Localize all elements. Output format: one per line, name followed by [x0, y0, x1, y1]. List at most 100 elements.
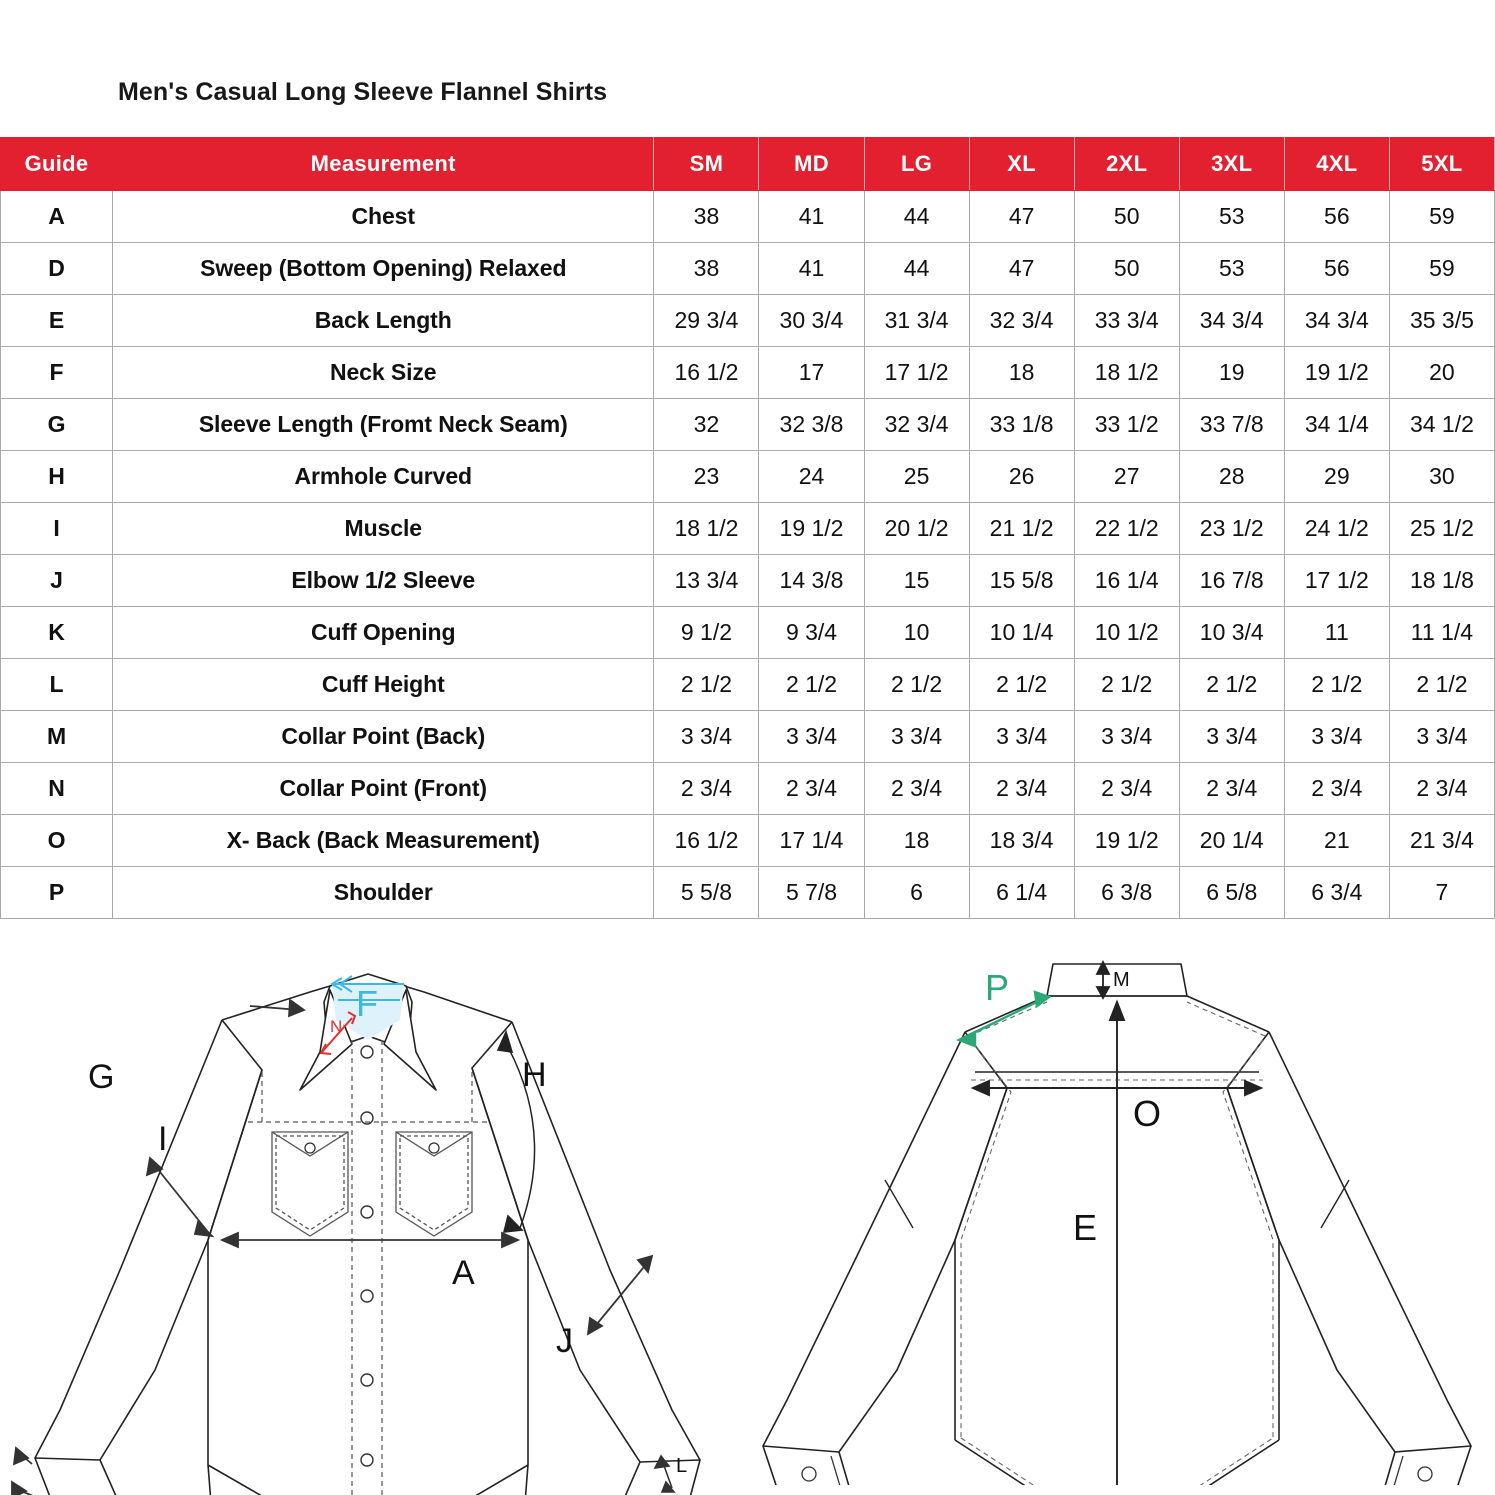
measurement-value-cell: 2 1/2 [863, 658, 970, 711]
measurement-value-cell: 24 [758, 450, 865, 503]
j-measure-arrow [586, 1254, 654, 1336]
measurement-value-cell: 2 3/4 [1283, 762, 1390, 815]
measurement-value-cell: 33 1/2 [1073, 398, 1180, 451]
l-measure-arrow [653, 1454, 676, 1493]
collar-neck-fill [332, 984, 404, 1040]
measurement-value-cell: 9 3/4 [758, 606, 865, 659]
measurement-value-cell: 3 3/4 [1283, 710, 1390, 763]
measurement-value-cell: 17 [758, 346, 865, 399]
table-row: A Chest 38 41 44 47 50 53 56 59 [0, 190, 1495, 243]
i-measure-arrow [145, 1156, 215, 1238]
measurement-value-cell: 53 [1178, 190, 1285, 243]
column-header-lg: LG [863, 137, 970, 191]
guide-letter-cell: F [0, 346, 114, 399]
measurement-value-cell: 34 1/2 [1388, 398, 1495, 451]
measurement-value-cell: 31 3/4 [863, 294, 970, 347]
measurement-value-cell: 15 5/8 [968, 554, 1075, 607]
back-label-p: P [985, 967, 1009, 1008]
front-label-f: F [356, 983, 378, 1024]
front-label-n: N [330, 1017, 342, 1036]
front-label-h: H [522, 1056, 547, 1094]
measurement-value-cell: 13 3/4 [653, 554, 760, 607]
front-label-l: L [676, 1455, 687, 1477]
measurement-value-cell: 19 [1178, 346, 1285, 399]
measurement-value-cell: 23 1/2 [1178, 502, 1285, 555]
measurement-diagrams: G I K F N H A J L D [0, 930, 1495, 1495]
front-label-g: G [88, 1058, 114, 1096]
measurement-value-cell: 2 3/4 [863, 762, 970, 815]
measurement-value-cell: 25 [863, 450, 970, 503]
measurement-value-cell: 33 7/8 [1178, 398, 1285, 451]
measurement-name-cell: Neck Size [112, 346, 655, 399]
measurement-value-cell: 10 [863, 606, 970, 659]
measurement-value-cell: 41 [758, 242, 865, 295]
cuff-button-right [1417, 1466, 1433, 1482]
measurement-value-cell: 18 [968, 346, 1075, 399]
guide-letter-cell: K [0, 606, 114, 659]
measurement-value-cell: 2 1/2 [758, 658, 865, 711]
measurement-value-cell: 20 [1388, 346, 1495, 399]
measurement-value-cell: 5 5/8 [653, 866, 760, 919]
measurement-name-cell: Collar Point (Front) [112, 762, 655, 815]
measurement-value-cell: 5 7/8 [758, 866, 865, 919]
k-measure-arrow [11, 1446, 34, 1495]
size-chart-table: Guide Measurement SM MD LG XL 2XL 3XL 4X… [0, 137, 1495, 919]
measurement-value-cell: 3 3/4 [653, 710, 760, 763]
p-measure-arrow [956, 990, 1052, 1048]
measurement-value-cell: 18 1/2 [653, 502, 760, 555]
measurement-value-cell: 16 1/2 [653, 346, 760, 399]
table-row: I Muscle 18 1/2 19 1/2 20 1/2 21 1/2 22 1/2 23 … [0, 502, 1495, 555]
measurement-value-cell: 30 3/4 [758, 294, 865, 347]
measurement-value-cell: 53 [1178, 242, 1285, 295]
guide-letter-cell: G [0, 398, 114, 451]
measurement-value-cell: 26 [968, 450, 1075, 503]
measurement-value-cell: 33 3/4 [1073, 294, 1180, 347]
guide-letter-cell: H [0, 450, 114, 503]
measurement-value-cell: 19 1/2 [758, 502, 865, 555]
measurement-value-cell: 50 [1073, 242, 1180, 295]
f-measure-arrow [330, 975, 404, 1001]
measurement-value-cell: 34 3/4 [1178, 294, 1285, 347]
n-measure-arrow [319, 1011, 357, 1055]
measurement-value-cell: 14 3/8 [758, 554, 865, 607]
measurement-value-cell: 38 [653, 242, 760, 295]
measurement-value-cell: 6 3/8 [1073, 866, 1180, 919]
measurement-name-cell: Sleeve Length (Fromt Neck Seam) [112, 398, 655, 451]
measurement-value-cell: 21 3/4 [1388, 814, 1495, 867]
measurement-value-cell: 35 3/5 [1388, 294, 1495, 347]
table-row: D Sweep (Bottom Opening) Relaxed 38 41 44 47 5… [0, 242, 1495, 295]
measurement-name-cell: Armhole Curved [112, 450, 655, 503]
cuff-button-left [801, 1466, 817, 1482]
table-row: N Collar Point (Front) 2 3/4 2 3/4 2 3/4 2 3/… [0, 762, 1495, 815]
guide-letter-cell: A [0, 190, 114, 243]
measurement-value-cell: 16 1/4 [1073, 554, 1180, 607]
measurement-value-cell: 17 1/2 [863, 346, 970, 399]
measurement-value-cell: 41 [758, 190, 865, 243]
measurement-value-cell: 33 1/8 [968, 398, 1075, 451]
measurement-value-cell: 56 [1283, 242, 1390, 295]
measurement-value-cell: 38 [653, 190, 760, 243]
measurement-value-cell: 2 3/4 [1178, 762, 1285, 815]
measurement-value-cell: 50 [1073, 190, 1180, 243]
measurement-value-cell: 27 [1073, 450, 1180, 503]
table-row: E Back Length 29 3/4 30 3/4 31 3/4 32 3/4 33 3… [0, 294, 1495, 347]
measurement-value-cell: 2 1/2 [968, 658, 1075, 711]
column-header-5xl: 5XL [1388, 137, 1495, 191]
column-header-4xl: 4XL [1283, 137, 1390, 191]
measurement-value-cell: 7 [1388, 866, 1495, 919]
e-measure-arrow [1108, 999, 1126, 1485]
measurement-value-cell: 3 3/4 [1178, 710, 1285, 763]
column-header-xl: XL [968, 137, 1075, 191]
back-label-m: M [1113, 969, 1130, 991]
table-row: P Shoulder 5 5/8 5 7/8 6 6 1/4 6 3/8 6 5/8 6 3/4… [0, 866, 1495, 919]
front-shirt-technical-drawing: G I K F N H A J L D [11, 973, 701, 1495]
guide-letter-cell: J [0, 554, 114, 607]
back-label-o: O [1133, 1093, 1161, 1134]
h-measure-arrow [496, 1029, 524, 1233]
back-label-e: E [1073, 1207, 1097, 1248]
measurement-value-cell: 32 3/4 [863, 398, 970, 451]
measurement-value-cell: 16 7/8 [1178, 554, 1285, 607]
measurement-value-cell: 2 3/4 [1073, 762, 1180, 815]
measurement-value-cell: 19 1/2 [1283, 346, 1390, 399]
measurement-value-cell: 18 1/8 [1388, 554, 1495, 607]
